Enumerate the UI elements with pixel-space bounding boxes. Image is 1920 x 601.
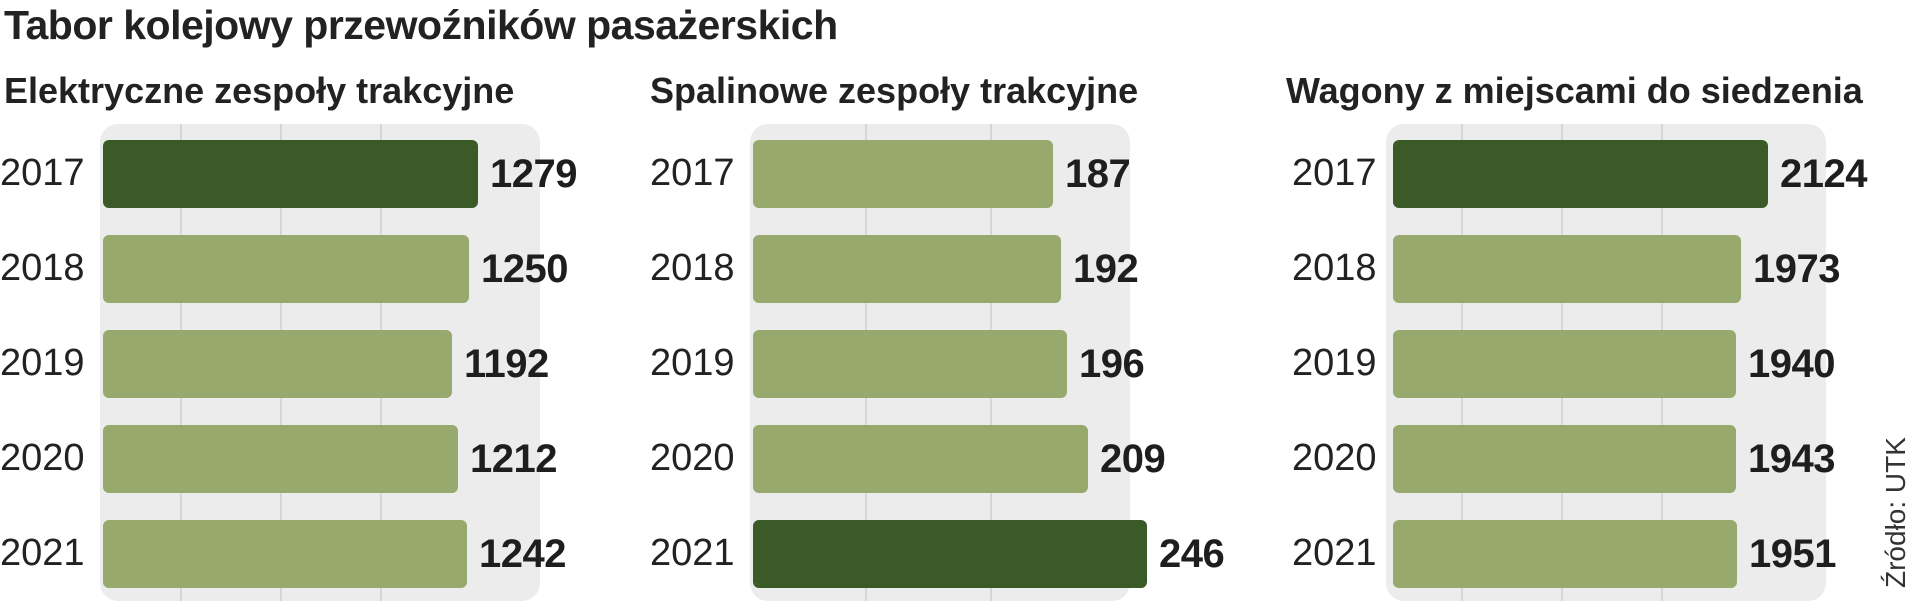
source-note: Źródło: UTK xyxy=(1880,437,1911,588)
year-label: 2020 xyxy=(1292,437,1377,479)
value-label: 2124 xyxy=(1780,152,1867,196)
value-label: 1279 xyxy=(490,152,577,196)
year-label: 2020 xyxy=(0,437,85,479)
year-label: 2018 xyxy=(650,247,735,289)
bar xyxy=(1393,235,1741,303)
chart-panel-diesel: Spalinowe zespoły trakcyjne 2017 187 2018 1… xyxy=(650,0,1270,601)
chart-panel-electric: Elektryczne zespoły trakcyjne 2017 1279 20… xyxy=(0,0,600,601)
year-label: 2018 xyxy=(0,247,85,289)
value-label: 192 xyxy=(1073,247,1139,291)
bar xyxy=(1393,425,1736,493)
year-label: 2018 xyxy=(1292,247,1377,289)
bar xyxy=(103,140,478,208)
value-label: 1250 xyxy=(481,247,568,291)
value-label: 1192 xyxy=(464,342,549,386)
value-label: 246 xyxy=(1159,532,1225,576)
year-label: 2017 xyxy=(650,152,735,194)
bar xyxy=(103,520,467,588)
value-label: 187 xyxy=(1065,152,1131,196)
chart-panel-carriages: Wagony z miejscami do siedzenia 2017 2124… xyxy=(1286,0,1886,601)
year-label: 2019 xyxy=(650,342,735,384)
year-label: 2017 xyxy=(0,152,85,194)
bar xyxy=(1393,140,1768,208)
value-label: 1940 xyxy=(1748,342,1835,386)
year-label: 2019 xyxy=(1292,342,1377,384)
bar xyxy=(103,330,452,398)
year-label: 2021 xyxy=(650,532,735,574)
value-label: 196 xyxy=(1079,342,1145,386)
bar xyxy=(753,520,1147,588)
value-label: 1242 xyxy=(479,532,566,576)
year-label: 2020 xyxy=(650,437,735,479)
bar xyxy=(1393,330,1736,398)
year-label: 2021 xyxy=(0,532,85,574)
panel-title: Wagony z miejscami do siedzenia xyxy=(1286,70,1863,111)
bar xyxy=(753,140,1053,208)
year-label: 2021 xyxy=(1292,532,1377,574)
panel-title: Elektryczne zespoły trakcyjne xyxy=(4,70,515,111)
bar xyxy=(753,235,1061,303)
bar xyxy=(103,235,469,303)
chart-title: Tabor kolejowy przewoźników pasażerskich xyxy=(4,2,838,48)
year-label: 2019 xyxy=(0,342,85,384)
value-label: 1951 xyxy=(1749,532,1836,576)
bar xyxy=(753,425,1088,493)
bar xyxy=(1393,520,1737,588)
value-label: 209 xyxy=(1100,437,1166,481)
value-label: 1973 xyxy=(1753,247,1840,291)
year-label: 2017 xyxy=(1292,152,1377,194)
value-label: 1943 xyxy=(1748,437,1835,481)
value-label: 1212 xyxy=(470,437,557,481)
bar xyxy=(103,425,458,493)
panel-title: Spalinowe zespoły trakcyjne xyxy=(650,70,1139,111)
bar xyxy=(753,330,1067,398)
